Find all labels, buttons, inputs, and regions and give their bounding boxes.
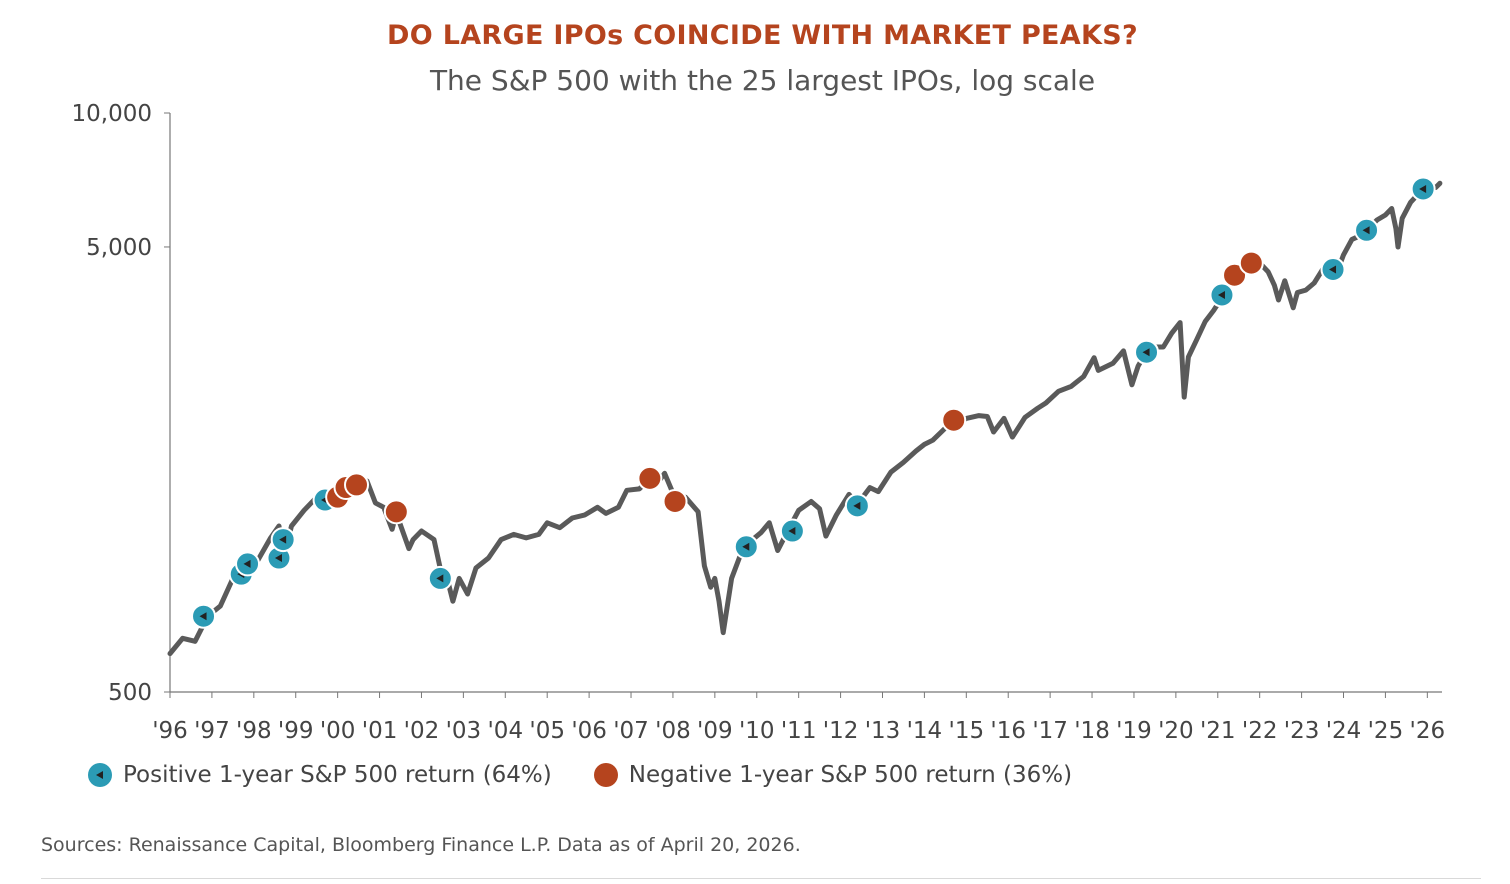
triangle-icon [853, 501, 861, 510]
x-tick-label: '16 [990, 718, 1026, 744]
axes: 10,0005,000500'96'97'98'99'00'01'02'03'0… [72, 101, 1446, 744]
x-tick-label: '13 [865, 718, 901, 744]
triangle-icon [1217, 290, 1225, 299]
x-tick-label: '25 [1368, 718, 1404, 744]
ipo-marker-dot [941, 407, 967, 433]
x-tick-label: '02 [404, 718, 440, 744]
ipo-markers [191, 176, 1436, 629]
ipo-marker-negative [662, 488, 688, 514]
x-tick-label: '24 [1326, 718, 1362, 744]
ipo-marker-dot [662, 488, 688, 514]
x-tick-label: '26 [1410, 718, 1446, 744]
chart-subtitle: The S&P 500 with the 25 largest IPOs, lo… [429, 64, 1096, 97]
triangle-icon [788, 527, 796, 536]
x-tick-label: '01 [362, 718, 398, 744]
x-tick-label: '05 [529, 718, 565, 744]
triangle-icon [279, 535, 287, 544]
ipo-marker-negative [383, 499, 409, 525]
ipo-marker-negative [1222, 262, 1248, 288]
ipo-marker-negative [344, 472, 370, 498]
negative-marker-icon [593, 763, 618, 787]
ipo-marker-positive [779, 518, 805, 544]
chart-title: DO LARGE IPOs COINCIDE WITH MARKET PEAKS… [387, 20, 1138, 51]
x-tick-label: '14 [907, 718, 943, 744]
ipo-marker-negative [637, 465, 663, 491]
triangle-icon [1329, 265, 1337, 274]
triangle-icon [199, 612, 207, 621]
triangle-icon [1142, 348, 1150, 357]
triangle-icon [1419, 184, 1427, 193]
x-tick-label: '03 [446, 718, 482, 744]
x-tick-label: '04 [487, 718, 523, 744]
triangle-icon [436, 574, 444, 583]
x-tick-label: '22 [1242, 718, 1278, 744]
sp500-line-layer [167, 180, 1443, 657]
ipo-marker-dot [1238, 250, 1264, 276]
x-tick-label: '19 [1116, 718, 1152, 744]
positive-marker-icon [88, 763, 112, 787]
ipo-marker-positive [235, 551, 261, 577]
triangle-icon [742, 542, 750, 551]
x-tick-label: '99 [278, 718, 314, 744]
legend-label-positive: Positive 1-year S&P 500 return (64%) [123, 762, 552, 788]
x-tick-label: '23 [1284, 718, 1320, 744]
ipo-marker-dot [344, 472, 370, 498]
ipo-marker-negative [941, 407, 967, 433]
triangle-icon [1362, 226, 1370, 235]
ipo-marker-dot [383, 499, 409, 525]
ipo-marker-positive [1134, 339, 1160, 365]
legend-label-negative: Negative 1-year S&P 500 return (36%) [628, 762, 1073, 788]
y-tick-label: 500 [108, 680, 152, 706]
x-tick-label: '12 [823, 718, 859, 744]
ipo-marker-positive [1209, 282, 1235, 308]
triangle-icon [274, 554, 282, 563]
ipo-marker-positive [1320, 256, 1346, 282]
legend-item-negative: Negative 1-year S&P 500 return (36%) [593, 762, 1073, 788]
ipo-marker-positive [844, 493, 870, 519]
source-note: Sources: Renaissance Capital, Bloomberg … [41, 834, 801, 856]
x-tick-label: '00 [320, 718, 356, 744]
ipo-marker-positive [1410, 176, 1436, 202]
x-tick-label: '09 [697, 718, 733, 744]
triangle-icon [243, 559, 251, 568]
ipo-marker-positive [427, 565, 453, 591]
ipo-marker-dot [1222, 262, 1248, 288]
legend: Positive 1-year S&P 500 return (64%) Neg… [88, 762, 1114, 788]
x-tick-label: '17 [1032, 718, 1068, 744]
x-tick-label: '97 [194, 718, 230, 744]
x-tick-label: '20 [1158, 718, 1194, 744]
ipo-marker-positive [191, 603, 217, 629]
ipo-marker-positive [733, 534, 759, 560]
x-tick-label: '08 [655, 718, 691, 744]
x-tick-label: '96 [152, 718, 188, 744]
sp500-line [167, 180, 1443, 657]
x-tick-label: '18 [1074, 718, 1110, 744]
x-tick-label: '15 [949, 718, 985, 744]
ipo-marker-negative [1238, 250, 1264, 276]
y-tick-label: 10,000 [72, 101, 152, 127]
x-tick-label: '98 [236, 718, 272, 744]
bottom-divider [41, 878, 1481, 879]
ipo-marker-dot [637, 465, 663, 491]
x-tick-label: '07 [613, 718, 649, 744]
x-tick-label: '06 [571, 718, 607, 744]
ipo-marker-positive [1354, 217, 1380, 243]
ipo-marker-positive [270, 527, 296, 553]
x-tick-label: '10 [739, 718, 775, 744]
legend-item-positive: Positive 1-year S&P 500 return (64%) [88, 762, 552, 788]
x-tick-label: '11 [781, 718, 817, 744]
x-tick-label: '21 [1200, 718, 1236, 744]
y-tick-label: 5,000 [86, 235, 152, 261]
